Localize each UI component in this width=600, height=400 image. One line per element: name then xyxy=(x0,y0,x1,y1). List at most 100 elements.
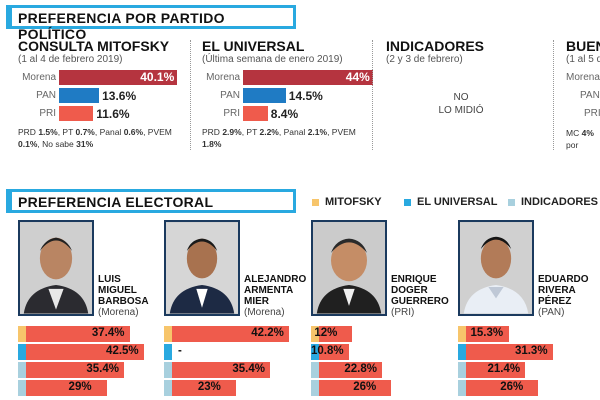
party-label: PRI xyxy=(39,108,56,119)
candidate-barbosa: LUIS MIGUEL BARBOSA (Morena) 37.4% 42.5% 35.… xyxy=(18,220,158,400)
bar xyxy=(26,344,145,360)
bar-cap xyxy=(164,380,172,396)
bar-row: 31.3% xyxy=(458,344,600,360)
legend-universal: EL UNIVERSAL xyxy=(404,196,497,208)
poll-date: (2 y 3 de febrero) xyxy=(386,54,463,65)
bar-label: 21.4% xyxy=(487,363,521,375)
bar-row: 29% xyxy=(18,380,163,396)
party-value: 14.5% xyxy=(288,88,323,103)
bar-cap xyxy=(18,326,26,342)
party-row-morena: Morena 44% xyxy=(202,69,378,86)
bar-cap xyxy=(164,344,172,360)
bar xyxy=(466,344,553,360)
bar-label: - xyxy=(178,345,182,357)
party-value: 44% xyxy=(345,70,370,84)
poll-buendia: BUEN (1 al 5 d Morena PAN PRI MC 4%por P… xyxy=(566,38,600,153)
bar-row: 21.4% xyxy=(458,362,600,378)
bar-label: 10.8% xyxy=(311,345,344,357)
bar-cap xyxy=(311,344,319,360)
bar-label: 35.4% xyxy=(232,363,265,375)
bar xyxy=(26,362,125,378)
legend-swatch xyxy=(404,198,411,206)
divider xyxy=(190,40,191,150)
poll-footnote: PRD 1.5%, PT 0.7%, Panal 0.6%, PVEM 0.1%… xyxy=(18,127,172,149)
section-title-party: PREFERENCIA POR PARTIDO POLÍTICO xyxy=(6,5,296,42)
candidate-photo xyxy=(458,220,534,316)
section-title-text: PREFERENCIA ELECTORAL xyxy=(18,194,214,210)
bar-label: 31.3% xyxy=(514,345,548,357)
candidate-name: EDUARDO RIVERA PÉREZ (PAN) xyxy=(538,274,589,318)
bar-row: 42.5% xyxy=(18,344,163,360)
bar-row: 12% xyxy=(311,326,456,342)
bar-label: 42.5% xyxy=(106,345,139,357)
candidate-doger: ENRIQUE DOGER GUERRERO (PRI) 12% 10.8% 22.8%… xyxy=(311,220,451,400)
poll-date: (1 al 4 de febrero 2019) xyxy=(18,54,123,65)
bar-cap xyxy=(18,344,26,360)
poll-indicadores: INDICADORES (2 y 3 de febrero) NO LO MID… xyxy=(386,38,536,153)
poll-footnote: PRD 2.9%, PT 2.2%, Panal 2.1%, PVEM 1.8% xyxy=(202,127,356,149)
bar-cap xyxy=(164,362,172,378)
party-value: 8.4% xyxy=(270,106,299,121)
bar-label: 15.3% xyxy=(470,327,504,339)
divider xyxy=(553,40,554,150)
candidate-photo xyxy=(311,220,387,316)
bar-cap xyxy=(458,344,466,360)
bar-label: 37.4% xyxy=(91,327,125,339)
bar-cap xyxy=(311,362,319,378)
bar xyxy=(172,380,236,396)
legend-mitofsky: MITOFSKY xyxy=(312,196,382,208)
poll-name: EL UNIVERSAL xyxy=(202,38,305,54)
bar-cap xyxy=(458,362,466,378)
bar xyxy=(319,344,349,360)
party-bar xyxy=(243,106,268,121)
party-label: PRI xyxy=(584,108,600,119)
bar-cap xyxy=(458,380,466,396)
party-value: 40.1% xyxy=(140,70,175,84)
party-row-morena: Morena 40.1% xyxy=(18,69,194,86)
party-row-pri: PRI 8.4% xyxy=(202,105,378,122)
bar-cap xyxy=(18,362,26,378)
candidate-name: ENRIQUE DOGER GUERRERO (PRI) xyxy=(391,274,449,318)
legend-swatch xyxy=(312,198,319,206)
party-bar xyxy=(59,88,100,103)
poll-date: (1 al 5 d xyxy=(566,54,600,65)
party-row-pri: PRI 11.6% xyxy=(18,105,194,122)
bar-cap xyxy=(164,326,172,342)
bar xyxy=(172,326,290,342)
legend-swatch xyxy=(508,198,515,206)
candidate-photo xyxy=(18,220,94,316)
bar-row: 10.8% xyxy=(311,344,456,360)
bar-cap xyxy=(311,380,319,396)
bar-label: 35.4% xyxy=(86,363,119,375)
bar xyxy=(319,380,392,396)
no-data-note: NO LO MIDIÓ xyxy=(438,92,484,116)
bar-cap xyxy=(18,380,26,396)
party-bar: 44% xyxy=(243,70,373,85)
section-title-electoral: PREFERENCIA ELECTORAL xyxy=(6,189,296,213)
bar-label: 42.2% xyxy=(251,327,284,339)
candidate-photo xyxy=(164,220,240,316)
poll-footnote: MC 4%por Pueb xyxy=(566,128,594,153)
bar-row: 26% xyxy=(458,380,600,396)
bar xyxy=(319,362,383,378)
bar-row: 15.3% xyxy=(458,326,600,342)
poll-universal: EL UNIVERSAL (Última semana de enero 201… xyxy=(202,38,378,153)
bar-row: 35.4% xyxy=(164,362,309,378)
bar xyxy=(466,326,509,342)
divider xyxy=(372,40,373,150)
bar-row: 35.4% xyxy=(18,362,163,378)
poll-name: CONSULTA MITOFSKY xyxy=(18,38,170,54)
bar-row: 42.2% xyxy=(164,326,309,342)
party-label: Morena xyxy=(206,72,240,83)
bar-label: 29% xyxy=(68,381,92,393)
party-row-pan: PAN 13.6% xyxy=(18,87,194,104)
bar-label: 22.8% xyxy=(344,363,377,375)
bar-row: - xyxy=(164,344,309,360)
party-value: 13.6% xyxy=(102,88,137,103)
bar-label: 26% xyxy=(500,381,524,393)
party-label: PRI xyxy=(223,108,240,119)
bar-label: 26% xyxy=(353,381,377,393)
bar xyxy=(319,326,353,342)
poll-name: INDICADORES xyxy=(386,38,485,54)
party-label: PAN xyxy=(580,90,600,101)
